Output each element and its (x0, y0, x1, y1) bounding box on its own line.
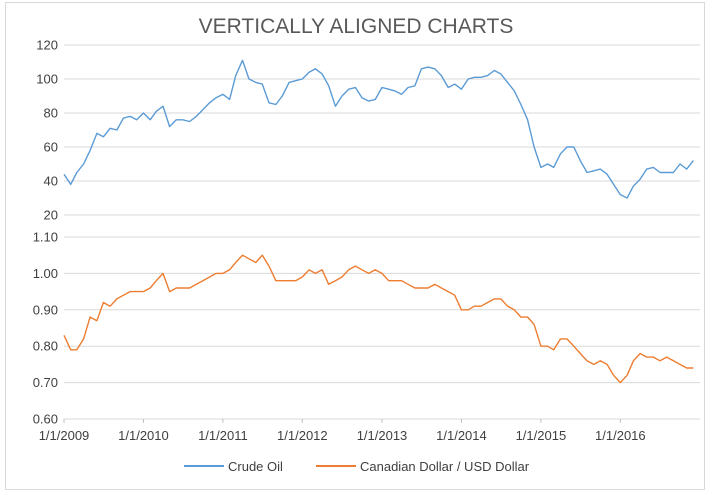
x-tick-label: 1/1/2016 (595, 428, 646, 443)
crude-oil-y-tick-label: 100 (36, 72, 58, 87)
cad-usd-y-tick-label: 1.00 (33, 266, 58, 281)
x-tick-label: 1/1/2012 (277, 428, 328, 443)
legend-label-crude-oil: Crude Oil (228, 459, 283, 474)
chart-title: VERTICALLY ALIGNED CHARTS (199, 15, 514, 38)
crude-oil-series-line (63, 59, 694, 199)
x-axis: 1/1/2009 1/1/2010 1/1/2011 1/1/2012 1/1/2013… (39, 419, 646, 443)
x-tick-label: 1/1/2011 (198, 428, 248, 443)
chart-area: VERTICALLY ALIGNED CHARTS 20 40 60 80 100 120… (5, 2, 705, 490)
cad-usd-y-tick-label: 0.90 (33, 302, 58, 317)
legend-label-cad-usd: Canadian Dollar / USD Dollar (360, 459, 530, 474)
x-tick-label: 1/1/2013 (357, 428, 408, 443)
cad-usd-y-axis: 0.60 0.70 0.80 0.90 1.00 1.10 (33, 230, 58, 427)
crude-oil-y-tick-label: 40 (44, 174, 58, 189)
cad-usd-series-line (63, 254, 694, 384)
cad-usd-y-tick-label: 1.10 (33, 230, 58, 245)
crude-oil-y-tick-label: 20 (44, 208, 58, 223)
vertically-aligned-charts: VERTICALLY ALIGNED CHARTS 20 40 60 80 100 120… (33, 15, 700, 474)
crude-oil-y-tick-label: 80 (44, 106, 58, 121)
x-tick-label: 1/1/2010 (118, 428, 169, 443)
x-tick-label: 1/1/2015 (516, 428, 567, 443)
x-tick-label: 1/1/2014 (436, 428, 487, 443)
crude-oil-gridlines (64, 44, 700, 216)
crude-oil-y-axis: 20 40 60 80 100 120 (36, 38, 58, 223)
x-tick-label: 1/1/2009 (39, 428, 90, 443)
legend: Crude Oil Canadian Dollar / USD Dollar (184, 459, 530, 474)
cad-usd-y-tick-label: 0.80 (33, 339, 58, 354)
crude-oil-y-tick-label: 120 (36, 38, 58, 53)
cad-usd-gridlines (64, 236, 700, 420)
cad-usd-y-tick-label: 0.70 (33, 375, 58, 390)
cad-usd-y-tick-label: 0.60 (33, 412, 58, 427)
crude-oil-y-tick-label: 60 (44, 140, 58, 155)
